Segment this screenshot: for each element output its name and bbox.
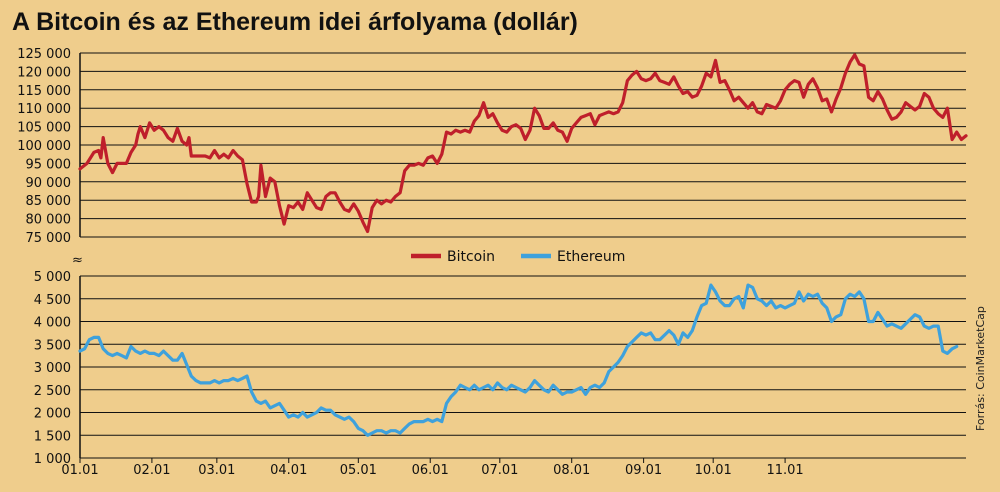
y-tick-label-ethereum-7: 1 500 <box>34 429 71 444</box>
x-tick-label-8: 09.01 <box>625 463 662 478</box>
y-tick-label-ethereum-8: 1 000 <box>34 452 71 467</box>
x-tick-label-2: 03.01 <box>198 463 235 478</box>
y-tick-label-bitcoin-9: 80 000 <box>26 213 72 228</box>
legend: Bitcoin Ethereum <box>411 249 625 265</box>
y-tick-label-bitcoin-2: 115 000 <box>17 84 71 99</box>
y-tick-label-bitcoin-6: 95 000 <box>26 157 72 172</box>
y-tick-label-ethereum-4: 3 000 <box>34 361 71 376</box>
gridlines <box>80 52 966 459</box>
y-tick-label-bitcoin-0: 125 000 <box>17 47 71 62</box>
series-line-ethereum <box>78 283 959 437</box>
x-tick-label-9: 10.01 <box>695 463 732 478</box>
y-tick-label-bitcoin-3: 110 000 <box>17 102 71 117</box>
y-tick-label-bitcoin-8: 85 000 <box>26 194 72 209</box>
chart-title: A Bitcoin és az Ethereum idei árfolyama … <box>12 8 578 36</box>
legend-label-bitcoin: Bitcoin <box>447 249 495 265</box>
series-line-bitcoin <box>78 53 968 234</box>
x-tick-label-5: 06.01 <box>412 463 449 478</box>
y-tick-label-ethereum-5: 2 500 <box>34 384 71 399</box>
x-tick-label-10: 11.01 <box>766 463 803 478</box>
y-tick-label-ethereum-0: 5 000 <box>34 270 71 285</box>
x-tick-label-7: 08.01 <box>553 463 590 478</box>
axes: 125 000 120 000 115 000 110 000 105 000 100 0… <box>17 47 803 478</box>
x-tick-label-3: 04.01 <box>270 463 307 478</box>
axis-break-mark: ≈ <box>72 253 83 268</box>
y-tick-label-bitcoin-7: 90 000 <box>26 176 72 191</box>
y-tick-label-ethereum-6: 2 000 <box>34 407 71 422</box>
y-tick-label-bitcoin-10: 75 000 <box>26 231 72 246</box>
source-note: Forrás: CoinMarketCap <box>974 306 987 431</box>
x-tick-label-4: 05.01 <box>340 463 377 478</box>
y-tick-label-ethereum-1: 4 500 <box>34 293 71 308</box>
y-tick-label-bitcoin-5: 100 000 <box>17 139 71 154</box>
x-tick-label-0: 01.01 <box>61 463 98 478</box>
x-tick-label-6: 07.01 <box>481 463 518 478</box>
y-tick-label-ethereum-3: 3 500 <box>34 338 71 353</box>
legend-label-ethereum: Ethereum <box>557 249 625 265</box>
y-tick-label-bitcoin-1: 120 000 <box>17 65 71 80</box>
series-lines <box>78 53 968 437</box>
y-tick-label-ethereum-2: 4 000 <box>34 316 71 331</box>
x-tick-label-1: 02.01 <box>133 463 170 478</box>
y-tick-label-bitcoin-4: 105 000 <box>17 121 71 136</box>
